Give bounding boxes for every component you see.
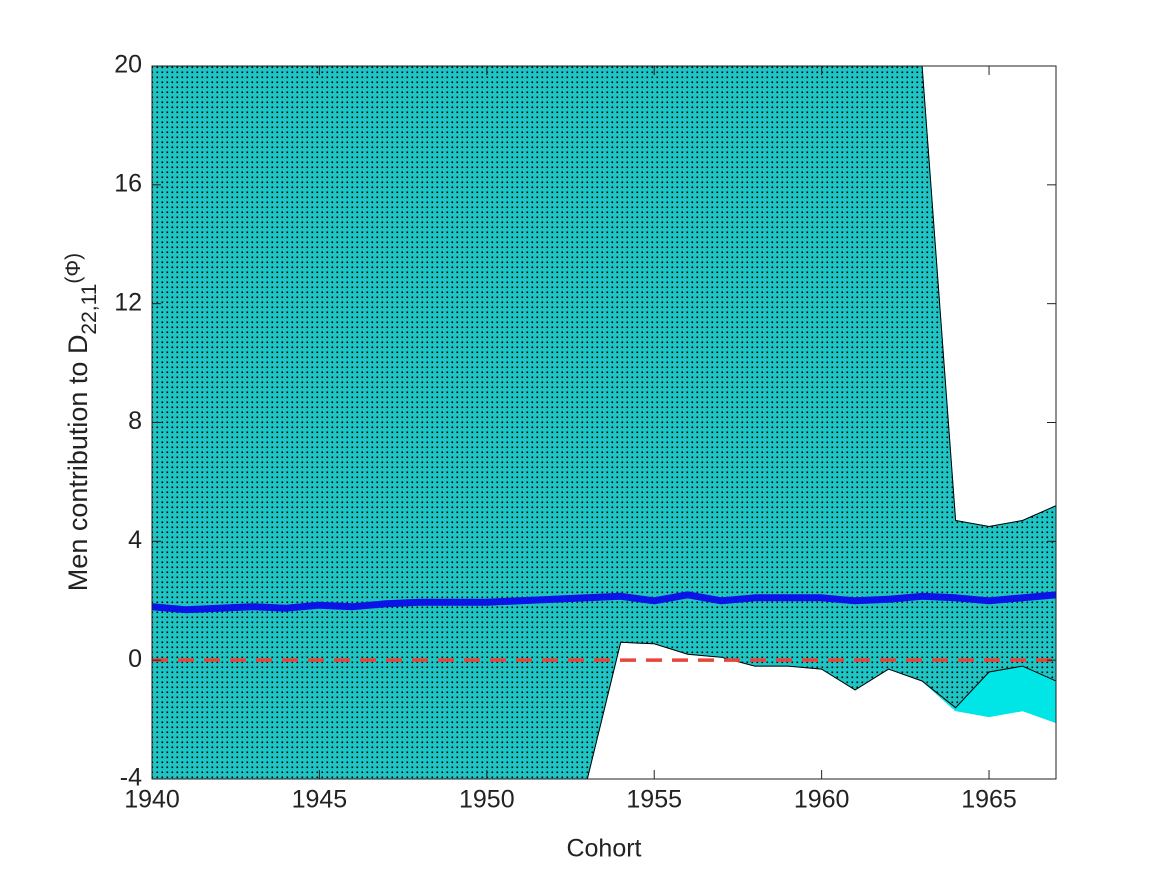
y-tick-label: 4 (128, 526, 142, 554)
x-tick-label: 1950 (459, 786, 515, 814)
y-tick-label: 12 (114, 288, 142, 316)
x-tick-label: 1955 (626, 786, 682, 814)
y-label-suffix: (Φ) (62, 253, 85, 284)
band-pattern (152, 66, 1056, 779)
x-axis-label: Cohort (566, 835, 641, 863)
x-tick-label: 1965 (961, 786, 1017, 814)
y-tick-label: 16 (114, 169, 142, 197)
x-tick-label: 1940 (124, 786, 180, 814)
y-tick-label: 0 (128, 645, 142, 673)
x-tick-label: 1945 (292, 786, 348, 814)
y-axis-label: Men contribution to D22,11(Φ) (62, 253, 101, 591)
y-label-sub: 22,11 (78, 284, 101, 335)
plot (152, 66, 1056, 779)
y-tick-label: 8 (128, 407, 142, 435)
axes: -4 0 4 8 12 16 20 1940 1945 1950 1955 1960 1965 (114, 51, 1056, 814)
y-label-main: Men contribution to D (63, 335, 93, 592)
x-tick-label: 1960 (794, 786, 850, 814)
y-tick-label: -4 (120, 764, 142, 792)
line (152, 591, 1056, 614)
y-tick-label: 20 (114, 51, 142, 79)
